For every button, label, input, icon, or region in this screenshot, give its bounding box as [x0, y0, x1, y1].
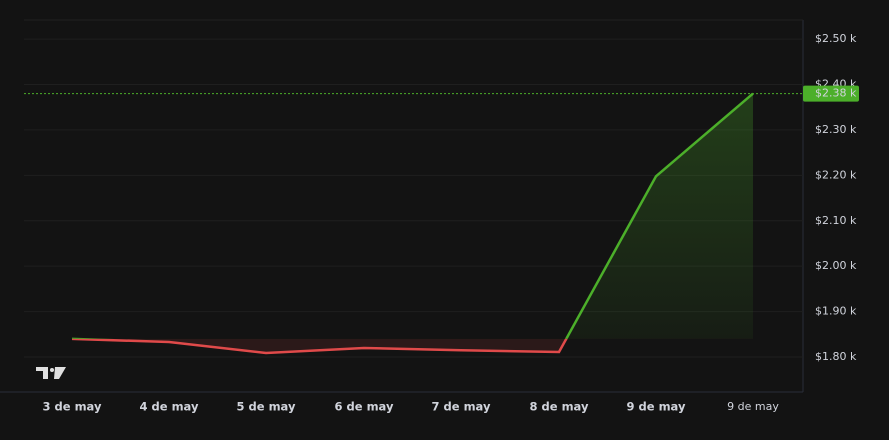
x-tick-label: 9 de may: [627, 400, 686, 414]
x-tick-label: 7 de may: [432, 400, 491, 414]
x-tick-label: 6 de may: [335, 400, 394, 414]
area-up: [72, 93, 753, 339]
x-tick-label: 9 de may: [727, 400, 779, 413]
y-tick-label: $2.30 k: [815, 123, 857, 136]
price-label: $2.38 k: [815, 87, 857, 100]
line-up: [71, 92, 754, 339]
y-tick-label: $2.20 k: [815, 168, 857, 181]
y-tick-label: $1.80 k: [815, 350, 857, 363]
x-tick-label: 3 de may: [43, 400, 102, 414]
y-tick-label: $1.90 k: [815, 305, 857, 318]
x-tick-label: 8 de may: [530, 400, 589, 414]
x-tick-label: 5 de may: [237, 400, 296, 414]
logo: [36, 367, 66, 379]
y-tick-label: $2.50 k: [815, 32, 857, 45]
y-tick-label: $2.00 k: [815, 259, 857, 272]
x-tick-label: 4 de may: [140, 400, 199, 414]
y-tick-label: $2.10 k: [815, 214, 857, 227]
line-down: [71, 338, 568, 355]
price-label-box: [803, 85, 859, 102]
